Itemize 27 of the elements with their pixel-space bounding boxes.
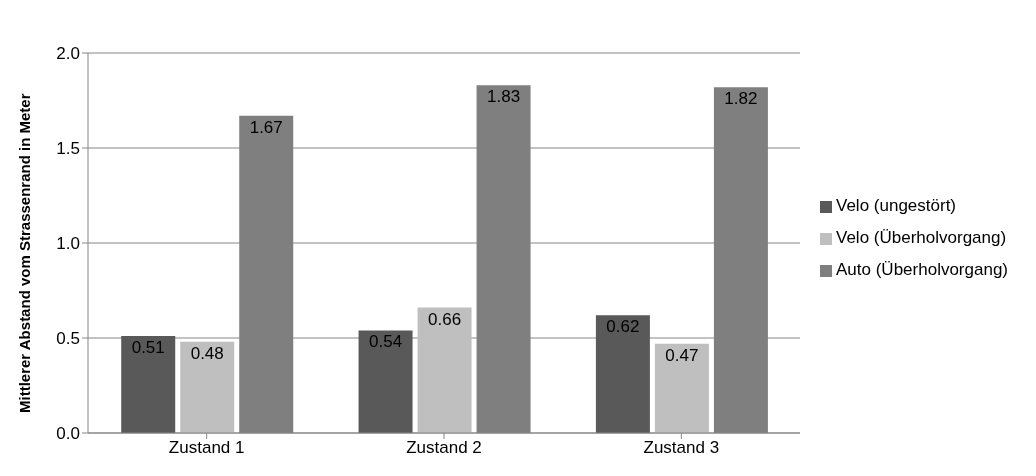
data-label: 0.54	[369, 332, 403, 352]
bar	[358, 330, 413, 433]
data-label: 0.62	[606, 317, 640, 337]
y-tick-label: 0.0	[56, 424, 80, 444]
x-tick-label: Zustand 2	[406, 438, 482, 458]
y-tick-label: 2.0	[56, 44, 80, 64]
bar	[180, 341, 235, 433]
data-label: 0.51	[131, 338, 165, 358]
bar	[595, 315, 650, 433]
bar	[121, 336, 176, 433]
data-label: 0.66	[428, 309, 462, 329]
data-label: 0.47	[665, 345, 699, 365]
bar	[417, 307, 472, 433]
legend-label: Velo (Überholvorgang)	[836, 228, 1007, 247]
x-tick-label: Zustand 1	[168, 438, 245, 458]
y-axis-title: Mittlerer Abstand vom Strassenrand in Meter	[16, 93, 34, 413]
y-tick-label: 0.5	[56, 329, 80, 349]
legend-label: Velo (ungestört)	[836, 196, 957, 215]
y-tick-label: 1.0	[56, 234, 80, 254]
legend-label: Auto (Überholvorgang)	[836, 260, 1008, 279]
data-label: 1.83	[487, 87, 521, 107]
x-tick-label: Zustand 3	[643, 438, 720, 458]
y-tick-label: 1.5	[56, 139, 80, 159]
data-label: 1.82	[724, 89, 758, 109]
data-label: 1.67	[249, 117, 283, 137]
bar	[654, 343, 709, 433]
data-label: 0.48	[190, 343, 224, 363]
